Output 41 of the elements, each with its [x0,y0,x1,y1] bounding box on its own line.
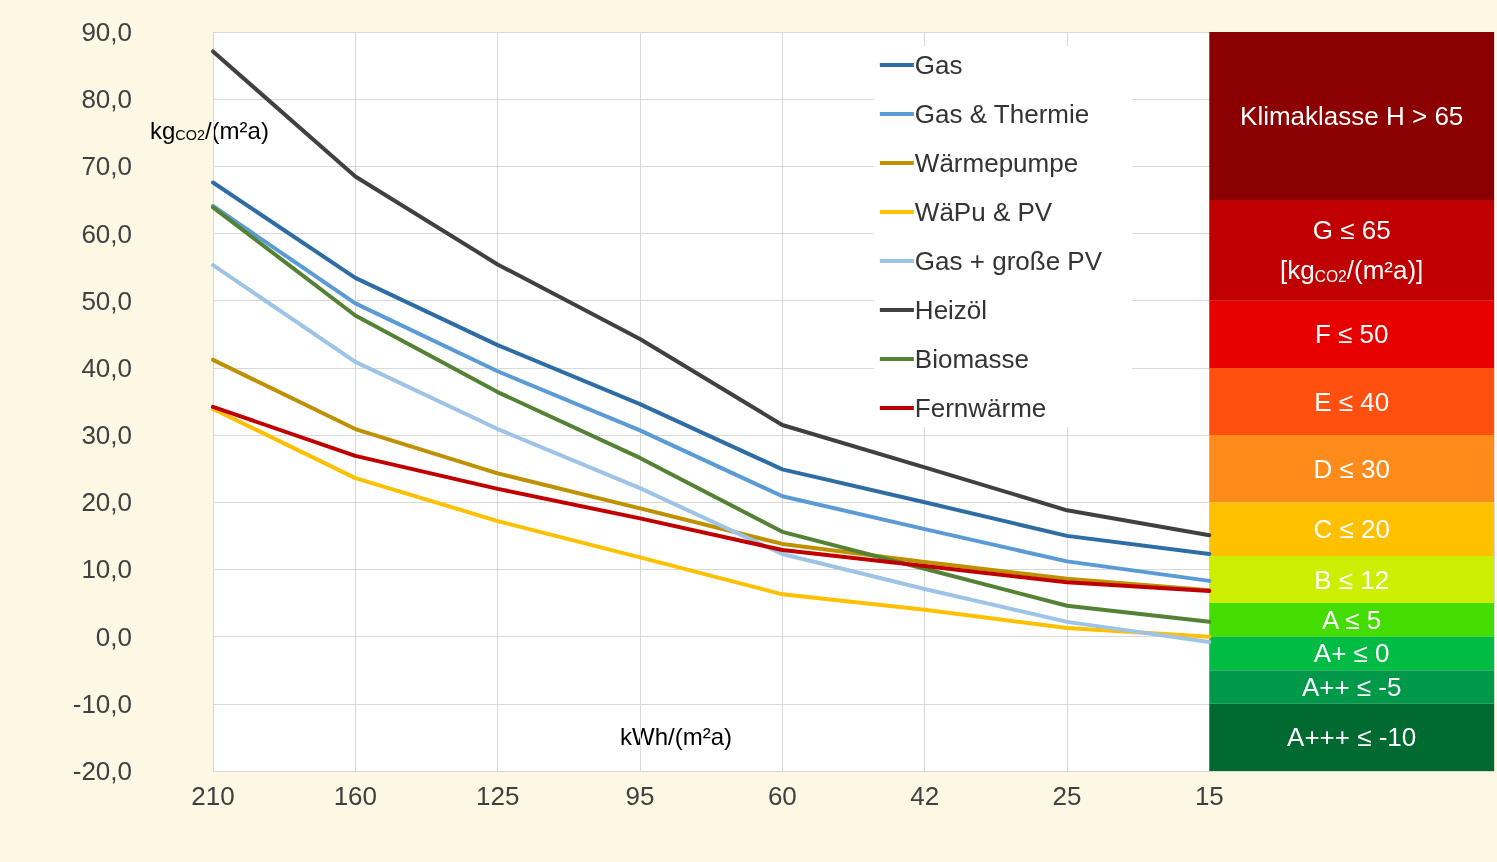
legend-label: Wärmepumpe [914,148,1079,178]
y-axis-title: kgCO2/(m²a) [150,116,269,144]
band-label: A+++ ≤ -10 [1287,722,1417,753]
y-tick-label: 60,0 [81,218,132,249]
x-tick-label: 15 [1194,781,1224,811]
band-label: G ≤ 65 [kgCO2/(m²a)] [1280,215,1424,286]
legend-label: Biomasse [914,344,1030,374]
legend-label: Gas + große PV [914,246,1103,276]
y-tick-label: 10,0 [81,554,132,585]
y-tick-label: 70,0 [81,151,132,182]
x-tick-label: 95 [625,781,655,811]
band-label: Klimaklasse H > 65 [1240,100,1464,131]
y-tick-label: -20,0 [72,756,132,786]
band-label: F ≤ 50 [1314,319,1389,350]
x-tick-label: 42 [910,781,940,811]
band-label: A++ ≤ -5 [1301,672,1402,703]
band-label: C ≤ 20 [1313,514,1390,545]
x-tick-label: 125 [475,781,520,811]
y-tick-label: 80,0 [81,84,132,115]
y-tick-label: 20,0 [81,487,132,518]
y-tick-label: 30,0 [81,420,132,451]
y-tick-label: 40,0 [81,352,132,383]
legend-label: Gas [914,50,963,80]
y-tick-label: 90,0 [81,17,132,47]
band-label: A ≤ 5 [1322,604,1382,635]
x-tick-label: 210 [191,781,235,811]
band-label: A+ ≤ 0 [1313,638,1390,669]
y-tick-label: 0,0 [95,621,132,652]
x-tick-label: 25 [1052,781,1082,811]
legend-label: Heizöl [914,295,988,325]
x-tick-label: 60 [767,781,797,811]
band-label: D ≤ 30 [1313,453,1390,484]
band-label: E ≤ 40 [1314,386,1390,417]
x-tick-label: 160 [333,781,378,811]
band-label: B ≤ 12 [1314,564,1390,595]
legend-label: WäPu & PV [914,197,1053,227]
x-axis-title: kWh/(m²a) [620,722,732,750]
legend-label: Gas & Thermie [914,99,1090,129]
legend-label: Fernwärme [914,393,1047,423]
y-tick-label: 50,0 [81,285,132,316]
y-tick-label: -10,0 [72,688,132,719]
